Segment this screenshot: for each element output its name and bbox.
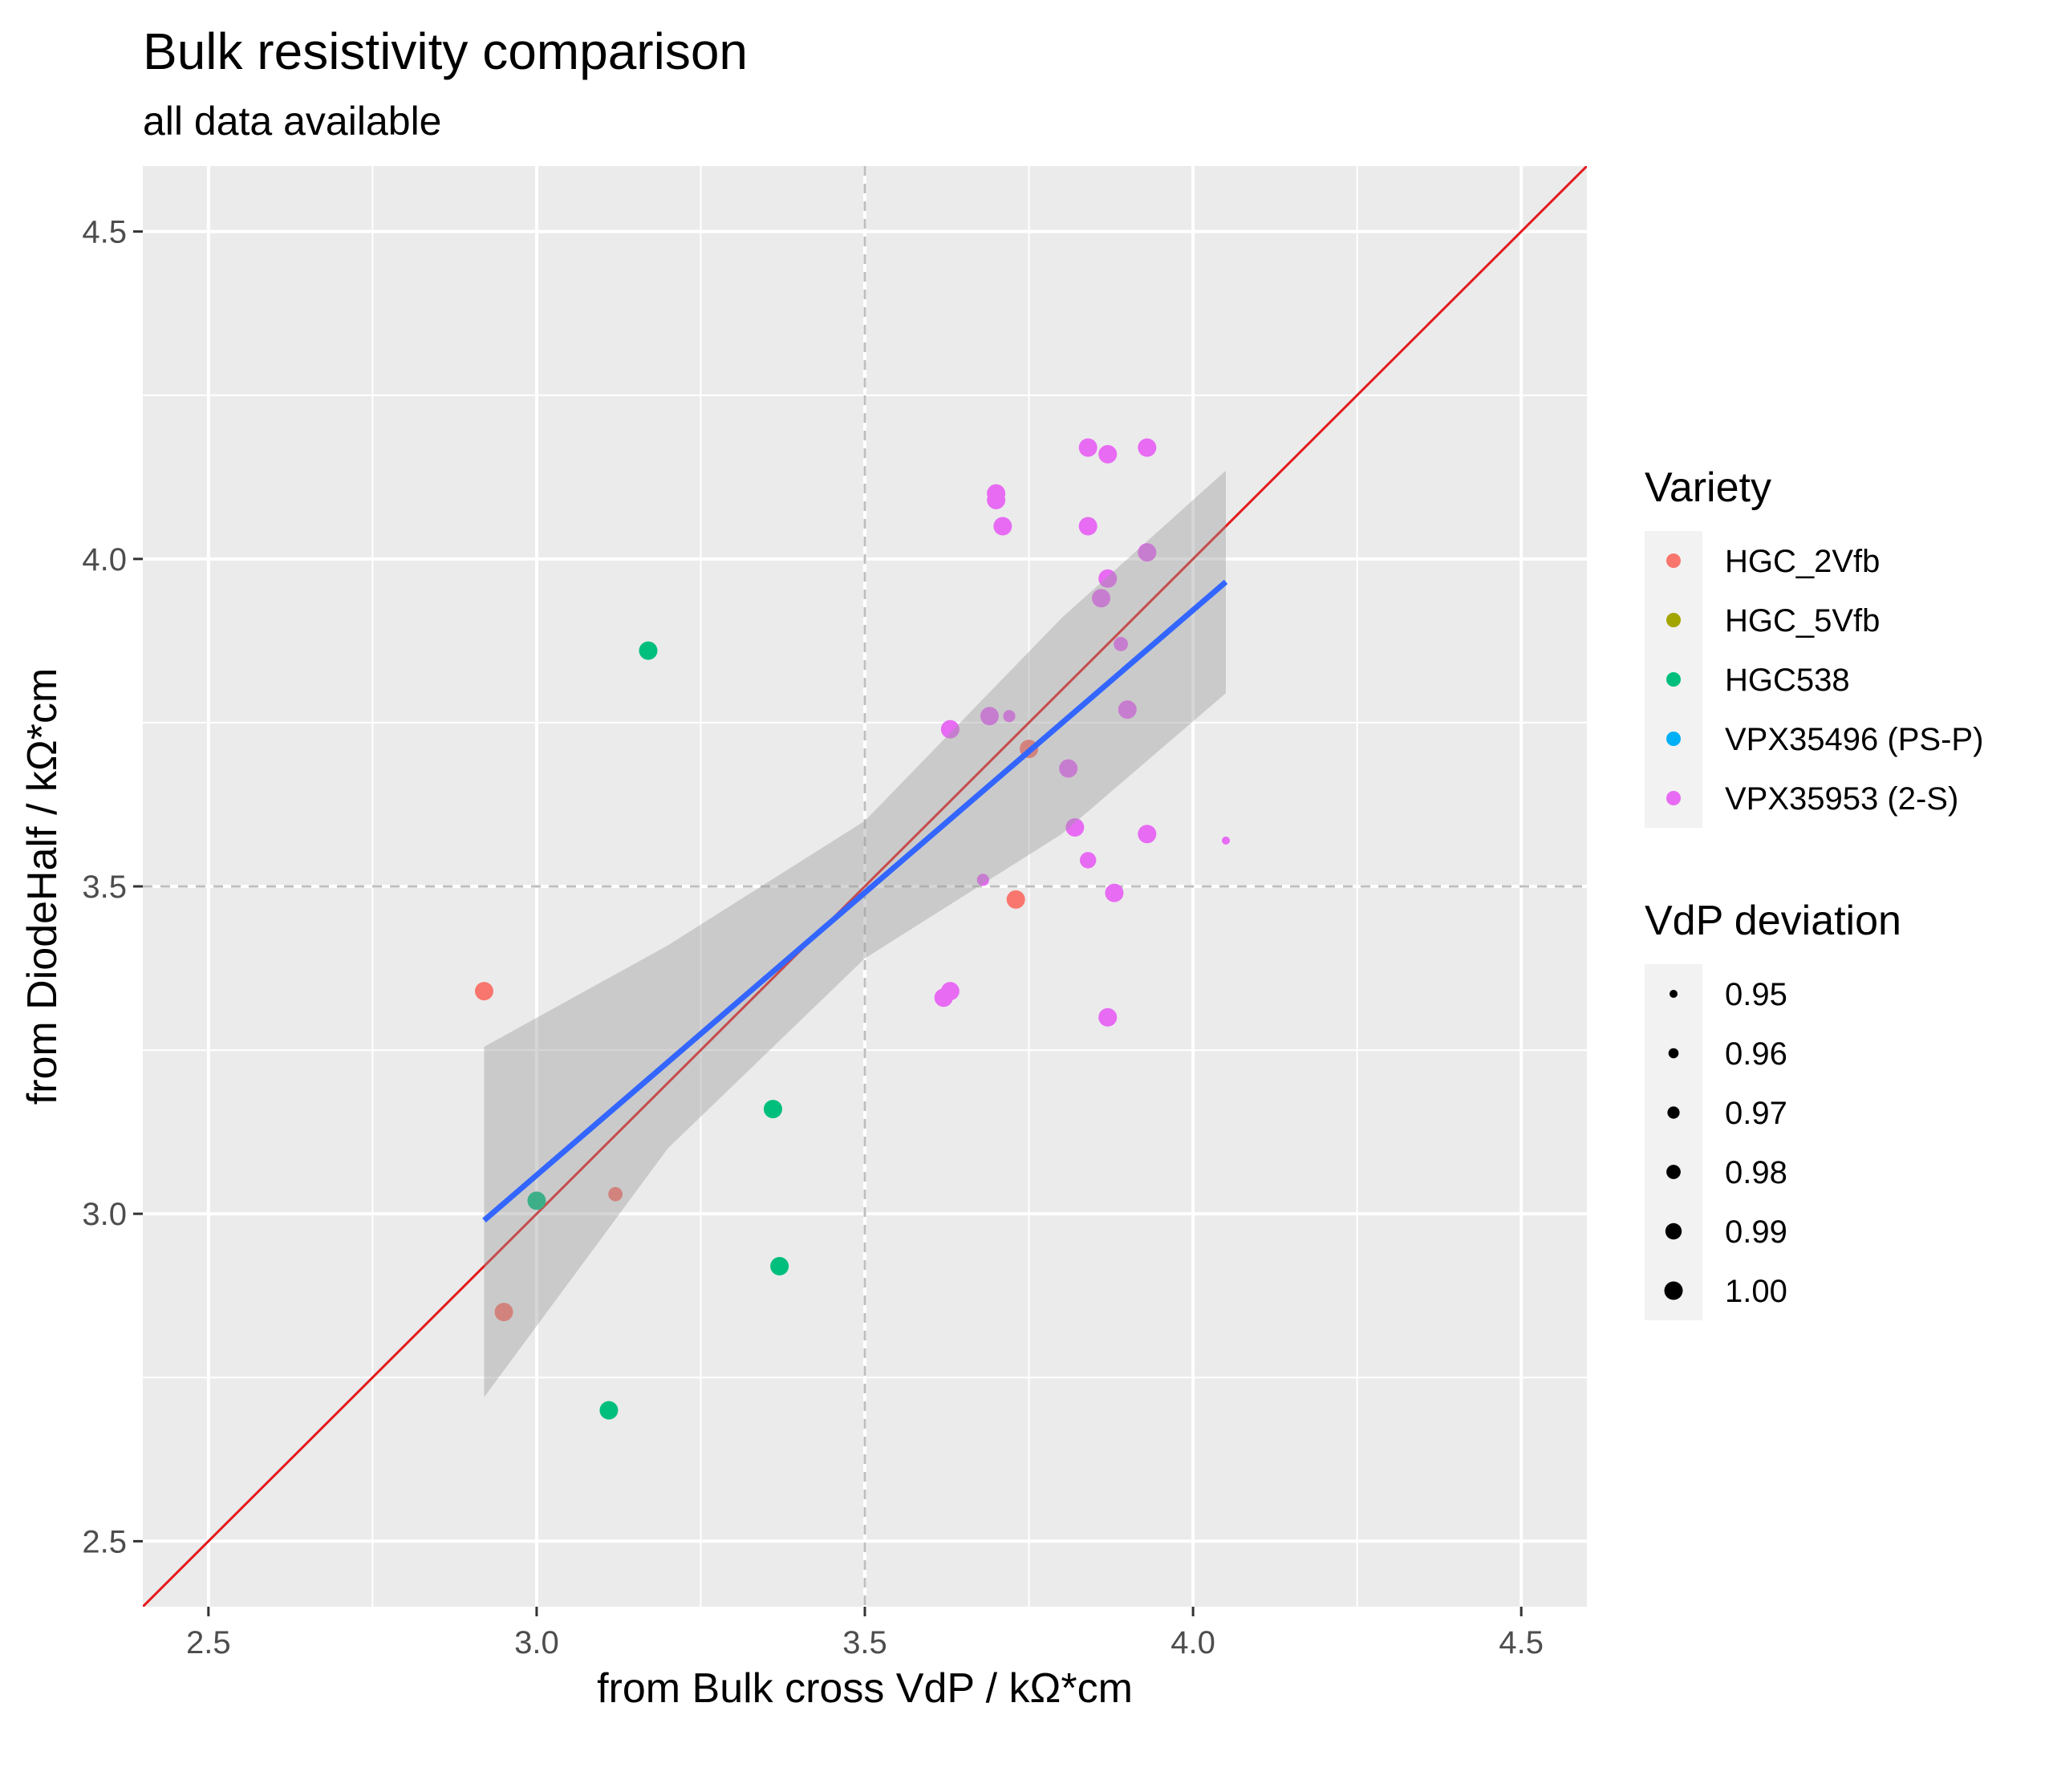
data-point [1098, 569, 1118, 588]
data-point [940, 720, 960, 739]
chart-title: Bulk resistivity comparison [143, 22, 748, 80]
x-tick-label: 3.5 [842, 1625, 887, 1660]
data-point [1079, 852, 1097, 869]
data-point [1138, 543, 1157, 562]
x-axis-title: from Bulk cross VdP / kΩ*cm [597, 1665, 1133, 1712]
legend-color-key [1666, 613, 1681, 627]
legend-label: VPX35953 (2-S) [1725, 781, 1958, 817]
legend-size-key [1664, 1281, 1683, 1300]
data-point [1098, 1007, 1118, 1027]
legend-label: 0.99 [1725, 1214, 1787, 1250]
data-point [770, 1256, 789, 1275]
data-point [1222, 836, 1230, 845]
data-point [1006, 890, 1025, 909]
data-point [527, 1191, 546, 1210]
legend-label: VPX35496 (PS-P) [1725, 722, 1983, 757]
x-tick-label: 4.5 [1499, 1625, 1544, 1660]
legend-size-key [1666, 1165, 1681, 1179]
data-point [976, 874, 989, 886]
data-point [987, 490, 1006, 509]
data-point [494, 1303, 513, 1322]
data-point [1078, 438, 1098, 457]
data-point [993, 517, 1012, 536]
legend-color-key [1666, 553, 1681, 568]
y-tick-label: 3.5 [82, 870, 127, 905]
legend-label: 0.98 [1725, 1155, 1787, 1190]
x-tick-label: 4.0 [1171, 1625, 1215, 1660]
data-point [1003, 710, 1016, 723]
legend-color-key [1666, 791, 1681, 805]
data-point [934, 988, 953, 1007]
data-point [1105, 883, 1124, 902]
data-point [474, 982, 493, 1001]
y-tick-label: 2.5 [82, 1524, 127, 1559]
data-point [1098, 444, 1118, 464]
confidence-band [484, 470, 1226, 1397]
legend-label: 0.96 [1725, 1036, 1787, 1072]
size-legend-keys-bg [1645, 964, 1702, 1320]
legend-label: 0.97 [1725, 1096, 1787, 1131]
regression-line [482, 579, 1228, 1222]
y-tick-label: 4.0 [82, 542, 127, 578]
data-point [1118, 700, 1137, 720]
legend-label: 0.95 [1725, 977, 1787, 1012]
legend-size-key [1665, 1222, 1682, 1240]
legend-label: HGC_2Vfb [1725, 544, 1880, 579]
x-tick-label: 2.5 [186, 1625, 231, 1660]
x-tick-label: 3.0 [514, 1625, 559, 1660]
data-point [1138, 825, 1157, 844]
chart-subtitle: all data available [143, 99, 442, 144]
data-point [639, 641, 658, 660]
data-point [1059, 759, 1078, 778]
y-axis-title: from DiodeHalf / kΩ*cm [19, 668, 66, 1105]
data-point [763, 1100, 782, 1119]
legend-color-key [1666, 672, 1681, 687]
y-tick-label: 4.5 [82, 215, 127, 250]
data-point [1078, 517, 1098, 536]
legend-label: 1.00 [1725, 1274, 1787, 1309]
legend-label: HGC_5Vfb [1725, 603, 1880, 639]
size-legend-title: VdP deviation [1645, 898, 1901, 944]
data-point [1114, 637, 1128, 651]
legend-size-key [1668, 1048, 1679, 1059]
legend-color-key [1666, 732, 1681, 746]
data-point [1138, 438, 1157, 457]
legend-label: HGC538 [1725, 663, 1850, 698]
data-point [1065, 818, 1085, 837]
data-point [608, 1186, 623, 1202]
data-point [1092, 589, 1111, 608]
y-tick-label: 3.0 [82, 1197, 127, 1232]
plot-panel: 2.5 3.0 3.5 4.0 4.5 2.5 3.0 3.5 4.0 4.5 [82, 166, 1587, 1660]
data-point [980, 707, 999, 726]
data-point [599, 1401, 619, 1420]
identity-line [143, 166, 1587, 1607]
legend-size-key [1670, 990, 1678, 998]
color-legend-title: Variety [1645, 464, 1771, 511]
legend: Variety VdP deviation HGC_2Vfb HGC_5Vfb HG… [1645, 464, 1983, 1320]
legend-size-key [1667, 1106, 1680, 1119]
